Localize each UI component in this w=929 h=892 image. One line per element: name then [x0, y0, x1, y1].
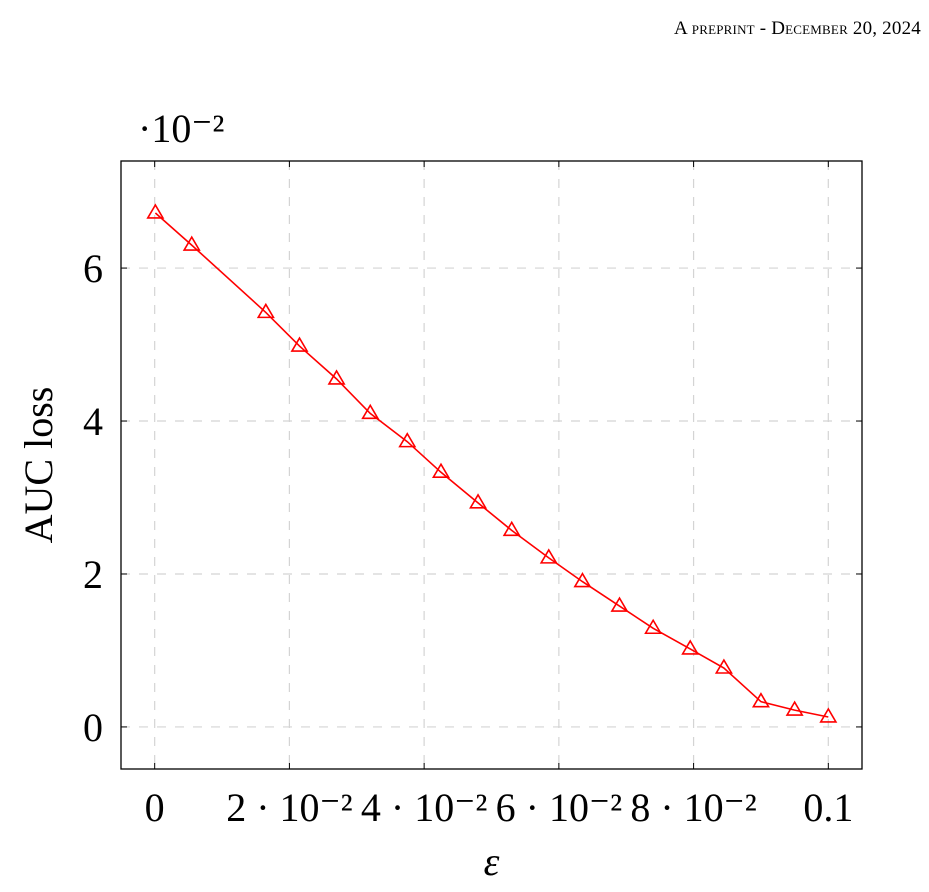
data-point-0-13 [644, 618, 663, 635]
data-point-0-18 [819, 707, 838, 723]
data-point-0-6 [398, 432, 417, 448]
data-point-0-14 [681, 639, 700, 655]
y-tick-label-2: 4 [83, 399, 103, 444]
y-axis-label: AUC loss [16, 387, 61, 544]
plot-frame [120, 160, 863, 770]
series-line-0 [154, 212, 829, 718]
data-series [146, 203, 838, 723]
data-point-0-15 [714, 658, 733, 674]
x-tick-label-4: 8 · 10⁻² [630, 785, 756, 830]
grid-lines [121, 161, 862, 769]
x-axis-label: ε [484, 839, 500, 884]
running-header-text: A preprint - December 20, 2024 [673, 18, 921, 39]
x-tick-label-2: 4 · 10⁻² [361, 785, 487, 830]
data-point-0-10 [539, 548, 558, 564]
data-point-0-5 [361, 403, 380, 420]
data-point-0-17 [785, 700, 804, 716]
y-scale-note: ·10⁻² [138, 106, 224, 151]
y-tick-label-3: 6 [83, 246, 103, 291]
running-header: A preprint - December 20, 2024 [674, 18, 921, 40]
data-point-0-4 [327, 369, 346, 385]
data-point-0-12 [610, 596, 629, 612]
data-point-0-11 [573, 572, 592, 588]
x-tick-label-1: 2 · 10⁻² [226, 785, 352, 830]
data-point-0-7 [431, 462, 450, 479]
y-tick-label-0: 0 [83, 705, 103, 750]
x-tick-label-5: 0.1 [803, 785, 853, 830]
data-point-0-3 [290, 336, 309, 352]
data-point-0-1 [182, 235, 201, 251]
data-point-0-0 [146, 203, 165, 219]
axis-ticks: 0 2 · 10⁻² 4 · 10⁻² 6 · 10⁻² 8 · 10⁻² 0.1 0 2 4 6 [83, 161, 862, 830]
data-point-0-8 [469, 493, 488, 509]
x-tick-label-3: 6 · 10⁻² [496, 785, 622, 830]
axis-labels: ·10⁻² AUC loss ε [16, 106, 500, 884]
y-tick-label-1: 2 [83, 552, 103, 597]
data-point-0-16 [751, 692, 770, 708]
data-point-0-9 [502, 520, 521, 537]
data-point-0-2 [256, 302, 275, 319]
x-tick-label-0: 0 [145, 785, 165, 830]
